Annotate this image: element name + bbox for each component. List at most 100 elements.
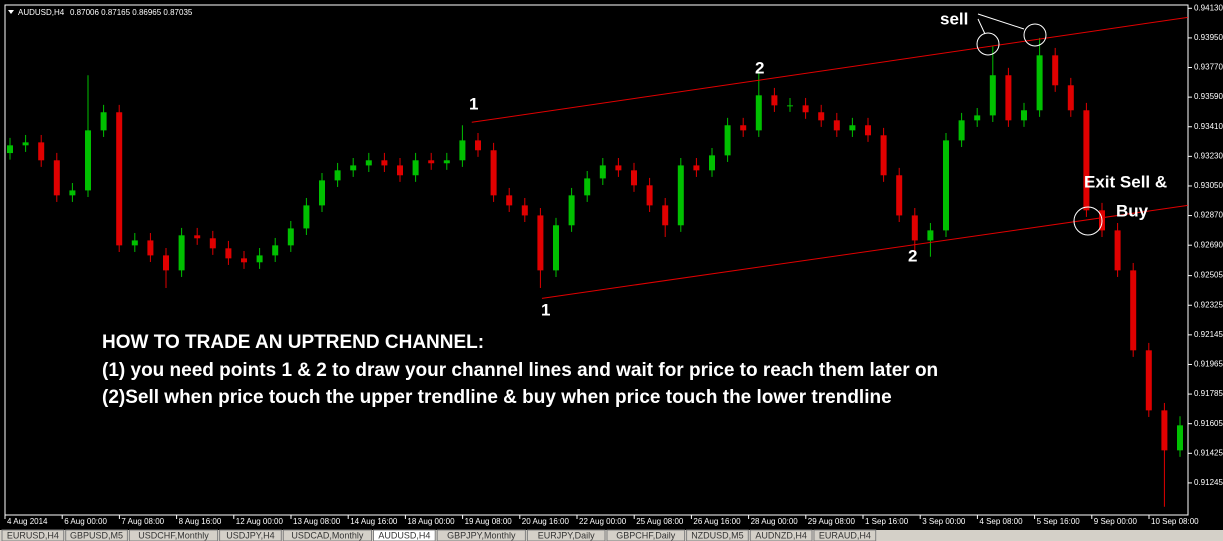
candle-body — [443, 160, 450, 164]
x-tick-label: 4 Sep 08:00 — [979, 517, 1023, 526]
candle-body — [911, 215, 918, 241]
annotation: sell — [940, 9, 968, 28]
x-tick-label: 25 Aug 08:00 — [636, 517, 684, 526]
annotation: Buy — [1116, 201, 1149, 220]
candle-body — [209, 238, 216, 249]
candle-body — [631, 170, 637, 186]
candle-body — [677, 165, 684, 226]
annotation: 2 — [908, 246, 917, 265]
tab — [1, 529, 65, 541]
candle-body — [241, 258, 247, 263]
candle-body — [178, 235, 185, 271]
candle-body — [194, 235, 201, 239]
candle-body — [646, 185, 653, 206]
y-tick-label: 0.93590 — [1194, 92, 1223, 101]
candle-body — [553, 225, 559, 271]
y-tick-label: 0.94130 — [1194, 3, 1223, 12]
candle-body — [818, 112, 825, 121]
candle-body — [1005, 75, 1012, 121]
candle-body — [53, 160, 60, 196]
x-tick-label: 28 Aug 00:00 — [751, 517, 799, 526]
x-tick-label: 6 Aug 00:00 — [64, 517, 107, 526]
y-tick-label: 0.91245 — [1194, 478, 1223, 487]
candle-body — [740, 125, 747, 131]
candle-body — [256, 255, 263, 263]
candle-body — [865, 125, 871, 136]
candle-body — [615, 165, 622, 171]
candle-body — [412, 160, 419, 176]
x-tick-label: 9 Sep 00:00 — [1094, 517, 1138, 526]
menu-arrow — [8, 10, 14, 14]
candle-body — [334, 170, 341, 181]
candle-body — [896, 175, 903, 216]
highlight — [976, 32, 1000, 56]
candle-body — [584, 178, 591, 196]
tab — [749, 529, 813, 541]
tab-label[interactable]: NZDUSD,M5 — [691, 530, 744, 540]
candle-body — [1130, 270, 1137, 351]
tab-label[interactable]: EURJPY,Daily — [538, 530, 595, 540]
tab-label[interactable]: USDJPY,H4 — [226, 530, 274, 540]
candle-body — [1145, 350, 1152, 411]
candle-body — [100, 112, 107, 131]
x-tick-label: 1 Sep 16:00 — [865, 517, 909, 526]
x-tick-label: 12 Aug 00:00 — [236, 517, 284, 526]
candle-body — [1083, 110, 1090, 211]
trendline — [541, 204, 1188, 299]
trendline — [471, 16, 1188, 123]
annotation: 1 — [469, 94, 478, 113]
candle-body — [1067, 85, 1074, 111]
candle-body — [397, 165, 403, 176]
candle-body — [506, 195, 513, 206]
x-tick-label: 26 Aug 16:00 — [693, 517, 741, 526]
candle-body — [568, 195, 575, 226]
tab-label[interactable]: AUDUSD,H4 — [378, 530, 430, 540]
tab — [65, 529, 128, 541]
candle-body — [69, 190, 76, 196]
candle-body — [662, 205, 669, 226]
note-line: HOW TO TRADE AN UPTREND CHANNEL: — [102, 332, 484, 353]
tab-label[interactable]: USDCHF,Monthly — [138, 530, 209, 540]
candle-body — [131, 240, 138, 246]
candle-body — [537, 215, 544, 271]
candle-body — [225, 248, 232, 259]
candle-body — [1177, 425, 1183, 451]
tab-label[interactable]: USDCAD,Monthly — [291, 530, 364, 540]
candle-body — [381, 160, 388, 166]
y-tick-label: 0.91425 — [1194, 448, 1223, 457]
tab — [606, 529, 686, 541]
candle-body — [22, 142, 29, 146]
y-tick-label: 0.93230 — [1194, 151, 1223, 160]
candle-body — [1036, 55, 1043, 111]
candle-body — [475, 140, 481, 151]
candle-body — [428, 160, 435, 164]
highlight — [1073, 206, 1103, 236]
tab-label[interactable]: AUDNZD,H4 — [755, 530, 807, 540]
tab-label[interactable]: EURUSD,H4 — [7, 530, 59, 540]
tab-label[interactable]: GBPUSD,M5 — [70, 530, 123, 540]
candle-body — [521, 205, 528, 216]
tab-label[interactable]: GBPCHF,Daily — [616, 530, 676, 540]
candle-body — [163, 255, 169, 271]
tab-label[interactable]: EURAUD,H4 — [819, 530, 871, 540]
x-tick-label: 18 Aug 00:00 — [407, 517, 455, 526]
candle-body — [787, 105, 793, 107]
tab — [373, 529, 436, 541]
pointer — [977, 18, 986, 35]
x-tick-label: 13 Aug 08:00 — [293, 517, 341, 526]
candle-body — [755, 95, 762, 131]
candle-body — [989, 75, 996, 116]
frame — [4, 4, 1189, 516]
note-line: (1) you need points 1 & 2 to draw your c… — [102, 360, 938, 381]
x-tick-label: 19 Aug 08:00 — [465, 517, 513, 526]
y-tick-label: 0.91605 — [1194, 419, 1223, 428]
tab — [128, 529, 219, 541]
x-tick-label: 5 Sep 16:00 — [1037, 517, 1081, 526]
candle-body — [771, 95, 778, 106]
candle-body — [974, 115, 981, 121]
candle-body — [287, 228, 294, 246]
tab — [219, 529, 282, 541]
tab-label[interactable]: GBPJPY,Monthly — [447, 530, 516, 540]
candle-body — [709, 155, 715, 171]
